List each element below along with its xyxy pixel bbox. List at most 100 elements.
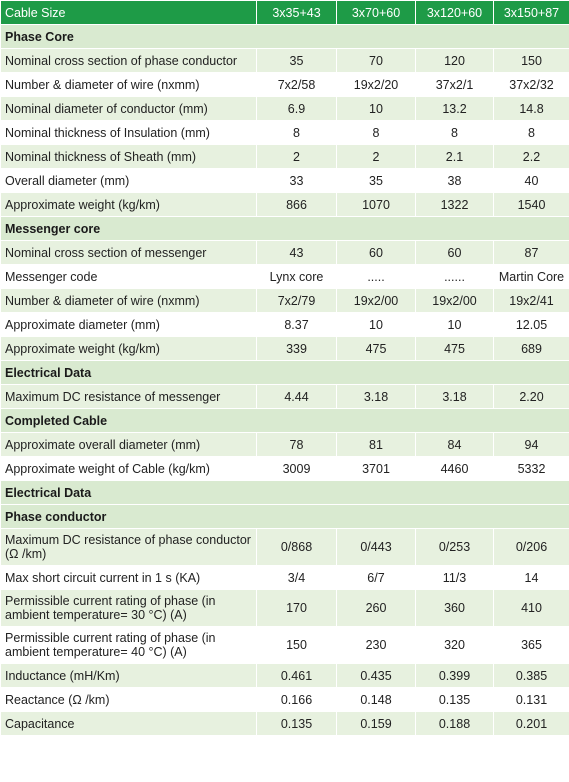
section-row: Phase conductor: [0, 504, 569, 529]
row-value: 7x2/58: [256, 72, 337, 97]
row-value: 0.201: [493, 711, 569, 736]
row-value: 2: [336, 144, 416, 169]
row-value: 8.37: [256, 312, 337, 337]
row-label: Nominal diameter of conductor (mm): [0, 96, 257, 121]
row-value: 84: [415, 432, 494, 457]
table-row: Maximum DC resistance of phase conductor…: [0, 528, 569, 566]
row-value: 0.188: [415, 711, 494, 736]
table-row: Permissible current rating of phase (in …: [0, 626, 569, 664]
section-row: Electrical Data: [0, 360, 569, 385]
row-value: 8: [336, 120, 416, 145]
table-row: Messenger code Lynx core........... Martin…: [0, 264, 569, 289]
row-value: 1070: [336, 192, 416, 217]
row-value: 0/206: [493, 528, 569, 566]
header-cable-size: Cable Size: [0, 0, 257, 25]
row-label: Nominal cross section of phase conductor: [0, 48, 257, 73]
header-size-3: 3x120+60: [415, 0, 494, 25]
row-label: Nominal thickness of Sheath (mm): [0, 144, 257, 169]
row-label: Approximate diameter (mm): [0, 312, 257, 337]
header-size-2: 3x70+60: [336, 0, 416, 25]
row-label: Overall diameter (mm): [0, 168, 257, 193]
row-label: Permissible current rating of phase (in …: [0, 589, 257, 627]
row-value: 38: [415, 168, 494, 193]
table-body: Phase Core Nominal cross section of phase…: [0, 24, 569, 736]
table-row: Permissible current rating of phase (in …: [0, 589, 569, 627]
row-value: 0/443: [336, 528, 416, 566]
section-row: Completed Cable: [0, 408, 569, 433]
row-value: 10: [336, 96, 416, 121]
row-value: 0.399: [415, 663, 494, 688]
row-value: 3009: [256, 456, 337, 481]
row-value: 70: [336, 48, 416, 73]
row-label: Max short circuit current in 1 s (KA): [0, 565, 257, 590]
row-label: Approximate weight (kg/km): [0, 336, 257, 361]
row-value: 0.148: [336, 687, 416, 712]
row-value: 3.18: [336, 384, 416, 409]
row-value: 2.20: [493, 384, 569, 409]
table-row: Reactance (Ω /km) 0.166 0.148 0.135 0.131: [0, 687, 569, 712]
row-value: 8: [256, 120, 337, 145]
table-row: Approximate weight of Cable (kg/km) 3009 3…: [0, 456, 569, 481]
table-row: Number & diameter of wire (nxmm) 7x2/58 19…: [0, 72, 569, 97]
table-row: Overall diameter (mm) 33 35 38 40: [0, 168, 569, 193]
row-label: Inductance (mH/Km): [0, 663, 257, 688]
row-value: 4460: [415, 456, 494, 481]
row-value: 260: [336, 589, 416, 627]
table-row: Maximum DC resistance of messenger 4.44 3.…: [0, 384, 569, 409]
row-value: 0.435: [336, 663, 416, 688]
section-row: Electrical Data: [0, 480, 569, 505]
row-value: 19x2/41: [493, 288, 569, 313]
row-value: 78: [256, 432, 337, 457]
row-value: 170: [256, 589, 337, 627]
row-value: 35: [256, 48, 337, 73]
row-label: Capacitance: [0, 711, 257, 736]
row-value: 0/868: [256, 528, 337, 566]
row-value: 33: [256, 168, 337, 193]
table-row: Max short circuit current in 1 s (KA) 3/4…: [0, 565, 569, 590]
row-value: 339: [256, 336, 337, 361]
row-value: 19x2/20: [336, 72, 416, 97]
row-label: Nominal cross section of messenger: [0, 240, 257, 265]
row-value: 12.05: [493, 312, 569, 337]
row-value: 360: [415, 589, 494, 627]
table-header-row: Cable Size 3x35+43 3x70+60 3x120+60 3x15…: [0, 0, 569, 25]
row-value: 0.461: [256, 663, 337, 688]
row-value: 230: [336, 626, 416, 664]
table-row: Nominal cross section of phase conductor…: [0, 48, 569, 73]
row-value: 0.131: [493, 687, 569, 712]
section-title: Electrical Data: [0, 480, 569, 505]
row-value: 4.44: [256, 384, 337, 409]
row-value: 87: [493, 240, 569, 265]
table-row: Inductance (mH/Km) 0.461 0.435 0.399 0.385: [0, 663, 569, 688]
row-value: 475: [415, 336, 494, 361]
row-value: 7x2/79: [256, 288, 337, 313]
row-label: Messenger code: [0, 264, 257, 289]
row-value: 94: [493, 432, 569, 457]
section-title: Messenger core: [0, 216, 569, 241]
table-row: Nominal thickness of Sheath (mm) 2 2 2.1 2.2: [0, 144, 569, 169]
section-row: Phase Core: [0, 24, 569, 49]
row-label: Maximum DC resistance of messenger: [0, 384, 257, 409]
row-value: 0.166: [256, 687, 337, 712]
row-label: Reactance (Ω /km): [0, 687, 257, 712]
row-value: 365: [493, 626, 569, 664]
table-row: Nominal thickness of Insulation (mm) 8 8 8 8: [0, 120, 569, 145]
row-value: 35: [336, 168, 416, 193]
table-row: Approximate overall diameter (mm) 78 81 84 9…: [0, 432, 569, 457]
table-row: Approximate weight (kg/km) 866 1070 1322 154…: [0, 192, 569, 217]
row-value: 2: [256, 144, 337, 169]
row-value: 6.9: [256, 96, 337, 121]
row-value: Lynx core: [256, 264, 337, 289]
row-value: 1322: [415, 192, 494, 217]
row-value: 410: [493, 589, 569, 627]
row-value: 10: [336, 312, 416, 337]
row-label: Number & diameter of wire (nxmm): [0, 72, 257, 97]
row-label: Nominal thickness of Insulation (mm): [0, 120, 257, 145]
table-row: Number & diameter of wire (nxmm) 7x2/79 19…: [0, 288, 569, 313]
row-label: Approximate overall diameter (mm): [0, 432, 257, 457]
row-value: 1540: [493, 192, 569, 217]
section-row: Messenger core: [0, 216, 569, 241]
header-size-1: 3x35+43: [256, 0, 337, 25]
row-value: 0.159: [336, 711, 416, 736]
row-value: 3/4: [256, 565, 337, 590]
